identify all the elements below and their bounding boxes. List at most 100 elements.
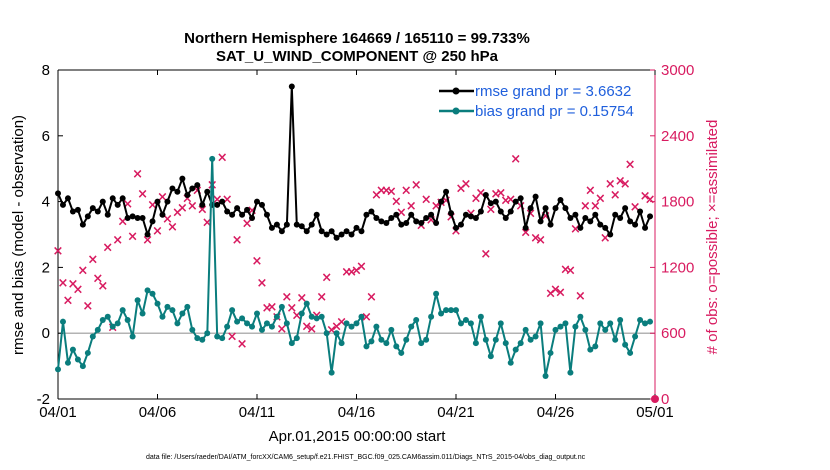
bias-point xyxy=(184,303,191,310)
rmse-point xyxy=(283,221,290,228)
obs-count-marker: × xyxy=(540,209,551,224)
bias-point xyxy=(433,290,440,297)
bias-point xyxy=(562,320,569,327)
bias-point xyxy=(378,336,385,343)
bias-point xyxy=(368,338,375,345)
obs-count-marker: × xyxy=(376,184,387,199)
obs-count-marker: × xyxy=(535,233,546,248)
bias-point xyxy=(353,320,360,327)
bias-point xyxy=(99,317,106,324)
rmse-point xyxy=(502,215,509,222)
obs-count-marker: × xyxy=(620,177,631,192)
obs-count-marker: × xyxy=(371,188,382,203)
rmse-point xyxy=(358,228,365,235)
obs-count-marker: × xyxy=(232,233,243,248)
obs-count-marker: × xyxy=(630,200,641,215)
obs-count-marker: × xyxy=(212,192,223,207)
obs-count-marker: × xyxy=(470,191,481,206)
y-tick-label: -2 xyxy=(37,391,50,408)
obs-count-marker: × xyxy=(640,189,651,204)
obs-count-marker: × xyxy=(162,212,173,227)
bias-point xyxy=(219,335,226,342)
rmse-point xyxy=(438,198,445,205)
obs-count-marker: × xyxy=(237,337,248,352)
bias-point xyxy=(268,323,275,330)
rmse-point xyxy=(154,198,161,205)
rmse-point xyxy=(472,215,479,222)
bias-point xyxy=(328,369,335,376)
x-tick-label: 04/06 xyxy=(139,404,177,421)
bias-point xyxy=(89,333,96,340)
bias-point xyxy=(298,310,305,317)
rmse-point xyxy=(383,219,390,226)
y2-axis-label: # of obs: o=possible; ×=assimilated xyxy=(704,120,721,355)
y2-tick-label: 0 xyxy=(661,391,669,408)
bias-point xyxy=(542,372,549,379)
rmse-point xyxy=(393,211,400,218)
rmse-point xyxy=(462,211,469,218)
obs-count-marker: × xyxy=(102,241,113,256)
bias-point xyxy=(522,326,529,333)
rmse-point xyxy=(592,211,599,218)
legend-rmse-label: rmse grand pr = 3.6632 xyxy=(475,83,631,100)
y2-tick-label: 3000 xyxy=(661,62,694,79)
bias-point xyxy=(502,340,509,347)
bias-point xyxy=(418,340,425,347)
bias-point xyxy=(263,320,270,327)
obs-axis-origin-marker xyxy=(651,395,659,403)
obs-count-marker: × xyxy=(276,322,287,337)
bias-point xyxy=(602,326,609,333)
bias-point xyxy=(144,287,151,294)
rmse-point xyxy=(104,211,111,218)
bias-point xyxy=(467,320,474,327)
rmse-point xyxy=(428,211,435,218)
rmse-point xyxy=(174,188,181,195)
obs-count-marker: × xyxy=(67,277,78,292)
bias-point xyxy=(457,320,464,327)
obs-count-marker: × xyxy=(142,233,153,248)
bias-point xyxy=(59,318,66,325)
rmse-point xyxy=(632,221,639,228)
bias-point xyxy=(154,300,161,307)
bias-point xyxy=(348,323,355,330)
bias-point xyxy=(179,310,186,317)
obs-count-marker: × xyxy=(296,291,307,306)
obs-count-marker: × xyxy=(316,290,327,305)
rmse-point xyxy=(333,234,340,241)
y-tick-label: 4 xyxy=(42,194,50,211)
bias-point xyxy=(607,320,614,327)
obs-count-marker: × xyxy=(77,264,88,279)
rmse-point xyxy=(55,190,61,197)
obs-count-marker: × xyxy=(152,224,163,239)
obs-count-marker: × xyxy=(615,174,626,189)
obs-count-marker: × xyxy=(416,219,427,234)
bias-point xyxy=(547,349,554,356)
rmse-point xyxy=(587,218,594,225)
obs-count-marker: × xyxy=(336,315,347,330)
bias-point xyxy=(477,313,484,320)
rmse-point xyxy=(189,185,196,192)
chart-title: Northern Hemisphere 164669 / 165110 = 99… xyxy=(184,30,530,47)
obs-count-marker: × xyxy=(261,301,272,316)
rmse-point xyxy=(124,215,131,222)
bias-point xyxy=(363,343,370,350)
rmse-point xyxy=(159,211,166,218)
rmse-point xyxy=(627,218,634,225)
bias-point xyxy=(577,313,584,320)
rmse-point xyxy=(448,210,455,217)
obs-count-marker: × xyxy=(122,197,133,212)
rmse-point xyxy=(487,200,494,207)
bias-point xyxy=(428,313,435,320)
obs-count-marker: × xyxy=(545,287,556,302)
obs-count-marker: × xyxy=(361,310,372,325)
bias-point xyxy=(94,326,101,333)
rmse-point xyxy=(149,218,156,225)
bias-point xyxy=(338,340,345,347)
rmse-point xyxy=(403,219,410,226)
bias-point xyxy=(343,320,350,327)
obs-count-marker: × xyxy=(460,177,471,192)
bias-point xyxy=(224,323,231,330)
rmse-point xyxy=(258,201,265,208)
legend-bias-marker xyxy=(452,107,460,115)
rmse-point xyxy=(378,218,385,225)
